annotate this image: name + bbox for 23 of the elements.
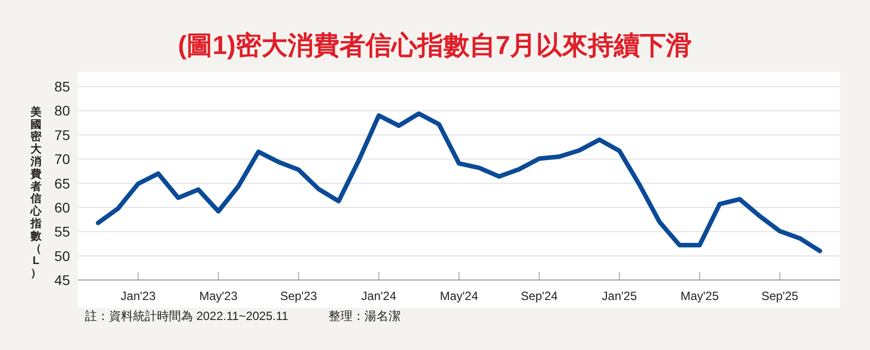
y-tick-label: 50: [54, 248, 70, 264]
line-series: [96, 111, 822, 254]
x-tick-label: Sep'25: [761, 289, 799, 303]
y-tick-label: 85: [54, 78, 70, 95]
y-tick-label: 60: [54, 199, 70, 216]
text: 美國密大消費者信心指數（L）: [30, 106, 42, 280]
x-tick-label: May'23: [199, 289, 238, 303]
x-tick-label: Jan'23: [120, 289, 156, 303]
text: 註：資料統計時間為 2022.11~2025.11: [85, 309, 289, 323]
x-tick-label: May'25: [680, 289, 720, 303]
x-tick-label: Sep'23: [280, 289, 318, 303]
y-tick-label: 75: [54, 126, 70, 143]
x-tick-label: Sep'24: [520, 289, 558, 303]
y-tick-label: 80: [54, 102, 70, 119]
y-tick-label: 55: [54, 224, 70, 240]
chart-title: (圖1)密大消費者信心指數自7月以來持續下滑: [178, 30, 692, 60]
y-tick-label: 65: [54, 175, 70, 192]
x-tick-label: May'24: [440, 289, 478, 303]
y-tick-label: 45: [54, 272, 70, 288]
text: 整理：湯名潔: [328, 309, 400, 323]
x-tick-label: Jan'24: [361, 289, 397, 303]
y-tick-label: 70: [54, 151, 70, 168]
x-tick-label: Jan'25: [602, 289, 638, 303]
